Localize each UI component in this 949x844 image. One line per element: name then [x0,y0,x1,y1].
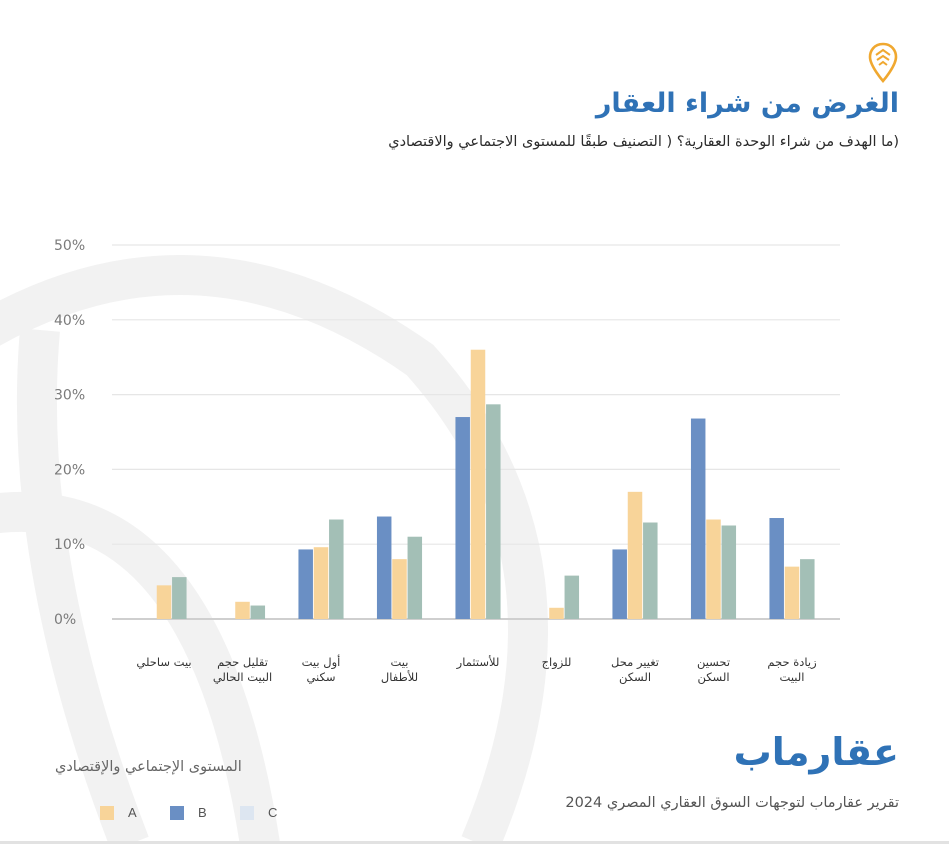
legend-item-c: C [240,805,310,820]
bar-b [376,516,392,619]
bar-a [313,547,329,619]
x-tick-label: تحسين السكن [697,655,730,685]
legend-swatch-c [240,805,254,820]
bar-b [769,518,784,619]
bar-a [784,566,800,619]
bar-c [721,525,737,619]
y-tick-label: 50% [54,238,85,254]
x-tick-label: زيادة حجم البيت [767,655,816,684]
x-tick-label: بيت ساحلي [136,655,191,669]
legend-label-a: A [128,805,137,820]
bar-c [564,575,580,619]
bar-c [407,536,423,619]
bar-chart: 0% 10% 20% 30% 40% 50% زيادة حجم البيت تحسين السك… [54,238,840,685]
legend-label-c: C [268,805,278,820]
page-subtitle: (ما الهدف من شراء الوحدة العقارية؟ ( الت… [388,134,899,150]
page-title: الغرض من شراء العقار [595,88,899,119]
legend-item-a: A [100,805,170,820]
bar-a [627,491,643,619]
x-tick-label: أول بيت سكني [302,654,341,684]
y-tick-label: 0% [54,612,76,628]
legend-title: المستوى الإجتماعي والإقتصادي [55,759,242,775]
x-tick-label: بيت للأطفال [381,655,418,684]
bar-c [800,559,815,619]
y-tick-label: 40% [54,313,85,329]
y-tick-label: 20% [54,462,85,478]
bar-c [486,404,501,619]
bar-a [392,559,407,619]
legend-swatch-b [170,805,184,820]
bar-c [250,605,266,619]
legend: A B C [100,805,310,820]
bar-a [549,607,564,619]
bar-a [235,601,250,619]
x-tick-label: للزواج [542,655,572,670]
bar-b [298,549,313,619]
bar-c [643,522,658,619]
bar-a [706,519,721,619]
bar-b [612,549,627,619]
x-tick-label: تغيير محل السكن [611,655,659,685]
y-tick-label: 10% [54,537,85,553]
bar-c [329,519,344,619]
brand-logo: عقارماب [733,730,900,774]
legend-swatch-a [100,805,114,820]
bar-a [156,585,172,619]
report-caption: تقرير عقارماب لتوجهات السوق العقاري المص… [565,795,899,811]
legend-label-b: B [198,805,207,820]
bar-b [690,418,706,619]
x-tick-label: تقليل حجم البيت الحالي [213,655,272,684]
bar-c [172,577,187,619]
x-tick-label: للأستثمار [456,655,500,670]
bar-b [455,417,470,619]
y-tick-label: 30% [54,388,85,404]
bar-a [470,349,486,619]
location-pin-icon [868,42,898,83]
bottom-rule [0,841,949,844]
legend-item-b: B [170,805,240,820]
